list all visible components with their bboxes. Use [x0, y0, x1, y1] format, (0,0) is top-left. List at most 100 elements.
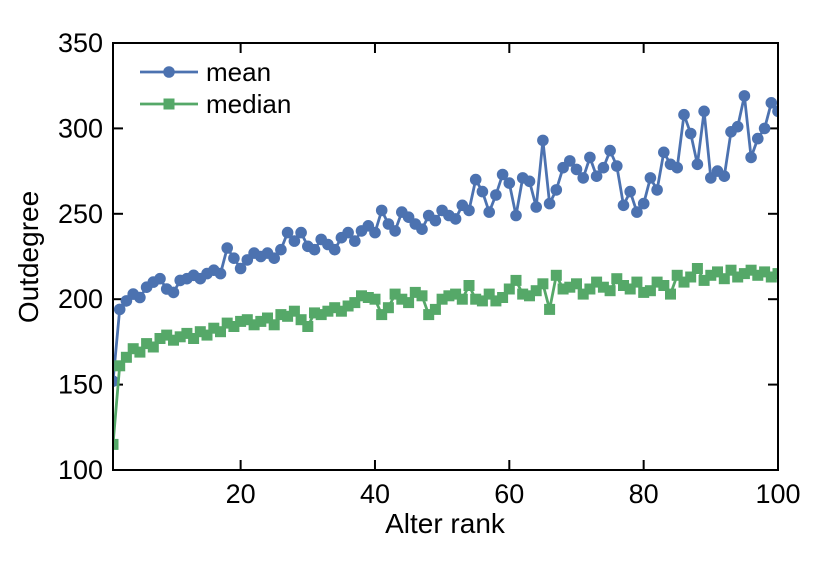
mean-line [113, 94, 778, 383]
mean-marker [678, 108, 690, 121]
x-tick-label: 20 [226, 479, 256, 509]
mean-marker [617, 199, 630, 212]
median-marker [295, 314, 307, 326]
median-marker [201, 329, 213, 341]
mean-marker [167, 286, 180, 299]
median-marker [255, 315, 267, 327]
median-marker [127, 343, 139, 355]
median-marker [248, 319, 260, 331]
median-marker [658, 280, 670, 291]
mean-marker [308, 243, 321, 256]
median-marker [544, 303, 556, 315]
mean-marker [731, 120, 744, 133]
median-marker [436, 293, 448, 305]
median-marker [685, 271, 697, 283]
median-marker [738, 268, 750, 280]
median-marker [423, 309, 435, 321]
median-marker [309, 307, 320, 319]
mean-marker [584, 151, 596, 164]
median-marker [382, 302, 394, 314]
mean-marker [275, 243, 287, 256]
median-marker [665, 288, 676, 300]
median-marker [356, 290, 367, 302]
mean-legend-marker-icon [163, 66, 175, 78]
median-marker [604, 285, 616, 297]
mean-marker [550, 184, 563, 196]
median-marker [463, 280, 475, 291]
median-marker [557, 283, 569, 295]
median-marker [349, 297, 361, 309]
median-marker [772, 268, 778, 280]
median-marker [745, 264, 757, 276]
mean-marker [228, 252, 240, 264]
mean-marker [765, 97, 778, 109]
median-marker [510, 274, 522, 286]
median-marker [302, 321, 314, 332]
median-marker [725, 264, 737, 276]
mean-marker [718, 170, 731, 182]
mean-marker [154, 272, 166, 285]
median-marker [765, 271, 777, 283]
mean-marker [349, 235, 361, 247]
legend-item-median: median [140, 89, 291, 119]
legend: mean median [140, 57, 291, 119]
median-marker [550, 269, 562, 281]
mean-marker [214, 267, 227, 280]
median-marker [577, 288, 589, 300]
median-marker [712, 266, 723, 278]
mean-marker [476, 185, 489, 198]
mean-marker [671, 161, 683, 174]
median-marker [450, 288, 462, 300]
mean-marker [651, 184, 663, 196]
axis-ticks: 20 40 60 80 100 100 150 200 250 300 350 [58, 28, 801, 509]
mean-marker [758, 122, 771, 135]
mean-marker [429, 214, 442, 227]
median-marker [611, 273, 623, 285]
y-tick-label: 300 [58, 113, 103, 143]
mean-marker [490, 189, 502, 201]
mean-marker [577, 172, 589, 184]
x-tick-label: 80 [629, 479, 659, 509]
mean-marker [288, 235, 301, 247]
mean-marker [637, 197, 650, 210]
mean-marker [698, 105, 710, 118]
mean-marker [644, 172, 657, 184]
median-marker [638, 286, 650, 298]
median-marker [597, 281, 609, 293]
mean-marker [342, 226, 354, 239]
y-axis-label: Outdegree [13, 191, 44, 323]
median-marker [403, 297, 415, 309]
mean-marker [234, 262, 247, 275]
mean-marker [564, 155, 576, 167]
median-legend-label: median [206, 89, 291, 119]
mean-marker [328, 243, 341, 256]
median-marker [114, 360, 126, 372]
mean-marker [684, 127, 697, 140]
median-marker [618, 280, 629, 291]
median-marker [376, 309, 388, 321]
mean-marker [752, 132, 764, 145]
median-marker [188, 333, 200, 344]
median-marker [564, 281, 576, 293]
x-tick-label: 60 [494, 479, 524, 509]
median-marker [591, 276, 603, 288]
median-marker [362, 292, 374, 303]
mean-marker [597, 161, 610, 174]
median-marker [409, 286, 421, 298]
mean-marker [221, 242, 233, 254]
median-legend-marker-icon [163, 98, 175, 110]
median-marker [120, 351, 132, 363]
mean-marker [295, 226, 307, 239]
median-marker [537, 278, 549, 290]
y-tick-label: 350 [58, 28, 103, 58]
median-marker [262, 312, 273, 324]
mean-marker [375, 204, 388, 217]
median-marker [732, 271, 744, 283]
median-marker [113, 438, 119, 450]
mean-marker [590, 170, 603, 182]
mean-marker [611, 160, 623, 172]
median-marker [268, 319, 280, 331]
median-marker [483, 288, 495, 300]
